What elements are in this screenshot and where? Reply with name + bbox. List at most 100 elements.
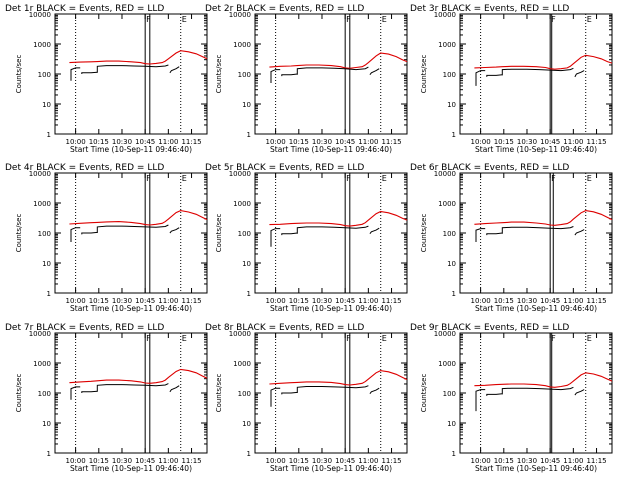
- events-series-segment: [96, 224, 169, 233]
- y-tick-label: 1000: [438, 200, 456, 208]
- x-tick-label: 10:15: [289, 138, 309, 146]
- y-tick-label: 10: [42, 260, 51, 268]
- chart-title: Det 9r BLACK = Events, RED = LLD: [410, 323, 569, 333]
- events-series-segment: [281, 391, 298, 395]
- marker-label-e: E: [182, 334, 187, 343]
- events-series-segment: [70, 227, 81, 242]
- y-tick-label: 100: [238, 390, 251, 398]
- marker-label-f: F: [146, 174, 151, 183]
- y-tick-label: 100: [38, 230, 51, 238]
- events-series-segment: [369, 68, 380, 76]
- events-series-segment: [296, 385, 369, 393]
- y-tick-label: 100: [443, 230, 456, 238]
- x-tick-label: 10:00: [471, 138, 491, 146]
- y-tick-label: 1000: [233, 200, 251, 208]
- lld-series-line: [269, 370, 408, 386]
- x-tick-label: 11:00: [358, 457, 378, 465]
- lld-series-line: [69, 368, 208, 384]
- x-tick-label: 11:00: [563, 297, 583, 305]
- events-series-segment: [486, 393, 503, 396]
- y-tick-label: 100: [38, 71, 51, 79]
- events-series-segment: [96, 383, 169, 392]
- plot-frame: [254, 332, 408, 454]
- y-tick-label: 1000: [233, 360, 251, 368]
- x-tick-label: 10:45: [540, 457, 560, 465]
- chart-panel-1: Det 1r BLACK = Events, RED = LLD 1 10 100 10…: [5, 4, 208, 154]
- y-axis-label: Counts/sec: [420, 55, 428, 94]
- y-tick-label: 100: [238, 230, 251, 238]
- x-tick-label: 10:30: [112, 457, 132, 465]
- y-tick-label: 10: [447, 420, 456, 428]
- y-axis-label: Counts/sec: [420, 214, 428, 253]
- y-tick-label: 10: [242, 101, 251, 109]
- events-series-segment: [81, 231, 98, 235]
- chart-panel-9: Det 9r BLACK = Events, RED = LLD 1 10 100 10…: [410, 323, 613, 473]
- x-tick-label: 10:45: [135, 138, 155, 146]
- events-series-segment: [81, 71, 98, 74]
- x-axis-label: Start Time (10-Sep-11 09:46:40): [475, 464, 597, 473]
- x-tick-label: 10:45: [540, 138, 560, 146]
- events-series-segment: [270, 69, 281, 83]
- x-tick-label: 10:45: [540, 297, 560, 305]
- lld-series-line: [69, 50, 208, 65]
- y-tick-label: 1: [47, 450, 51, 458]
- y-tick-label: 10000: [434, 170, 456, 178]
- y-axis-label: Counts/sec: [15, 55, 23, 94]
- events-series-segment: [369, 387, 380, 395]
- x-tick-label: 10:45: [335, 297, 355, 305]
- y-tick-label: 10: [42, 420, 51, 428]
- events-series-segment: [501, 226, 574, 234]
- plot-frame: [54, 332, 208, 454]
- events-series-segment: [270, 228, 281, 247]
- y-axis-label: Counts/sec: [15, 214, 23, 253]
- x-tick-label: 10:15: [289, 457, 309, 465]
- x-axis-label: Start Time (10-Sep-11 09:46:40): [70, 145, 192, 154]
- x-tick-label: 11:00: [563, 457, 583, 465]
- marker-label-f: F: [346, 334, 351, 343]
- lld-series-line: [474, 372, 613, 388]
- x-tick-label: 11:15: [381, 457, 401, 465]
- events-series-segment: [281, 73, 298, 77]
- lld-series-line: [474, 54, 613, 70]
- x-tick-label: 10:30: [517, 297, 537, 305]
- x-tick-label: 11:15: [586, 457, 606, 465]
- events-series-segment: [70, 67, 81, 81]
- x-tick-label: 11:15: [381, 138, 401, 146]
- marker-label-e: E: [182, 15, 187, 24]
- y-tick-label: 1: [452, 450, 456, 458]
- marker-label-e: E: [382, 174, 387, 183]
- chart-title: Det 1r BLACK = Events, RED = LLD: [5, 4, 164, 14]
- x-tick-label: 11:00: [158, 457, 178, 465]
- y-tick-label: 1: [247, 131, 251, 139]
- y-tick-label: 100: [38, 390, 51, 398]
- x-tick-label: 11:15: [381, 297, 401, 305]
- chart-panel-5: Det 5r BLACK = Events, RED = LLD 1 10 100 10…: [205, 163, 408, 313]
- x-tick-label: 10:15: [494, 457, 514, 465]
- events-series-segment: [169, 385, 180, 393]
- y-tick-label: 100: [238, 71, 251, 79]
- events-series-segment: [81, 390, 98, 393]
- x-axis-label: Start Time (10-Sep-11 09:46:40): [270, 145, 392, 154]
- x-tick-label: 10:00: [266, 138, 286, 146]
- y-tick-label: 10000: [229, 11, 251, 19]
- y-tick-label: 1: [452, 290, 456, 298]
- x-tick-label: 10:45: [335, 457, 355, 465]
- plot-frame: [459, 332, 613, 454]
- chart-panel-3: Det 3r BLACK = Events, RED = LLD 1 10 100 10…: [410, 4, 613, 154]
- y-tick-label: 1: [47, 131, 51, 139]
- x-tick-label: 10:15: [289, 297, 309, 305]
- lld-series-line: [269, 210, 408, 227]
- y-tick-label: 10: [447, 101, 456, 109]
- x-tick-label: 10:00: [471, 297, 491, 305]
- chart-panel-2: Det 2r BLACK = Events, RED = LLD 1 10 100 10…: [205, 4, 408, 154]
- plot-frame: [54, 13, 208, 135]
- x-tick-label: 10:00: [266, 457, 286, 465]
- events-series-segment: [574, 229, 585, 236]
- x-tick-label: 10:15: [89, 297, 109, 305]
- events-series-segment: [501, 386, 574, 395]
- x-tick-label: 11:15: [181, 138, 201, 146]
- events-series-segment: [169, 66, 180, 74]
- x-tick-label: 10:45: [335, 138, 355, 146]
- x-tick-label: 10:00: [266, 297, 286, 305]
